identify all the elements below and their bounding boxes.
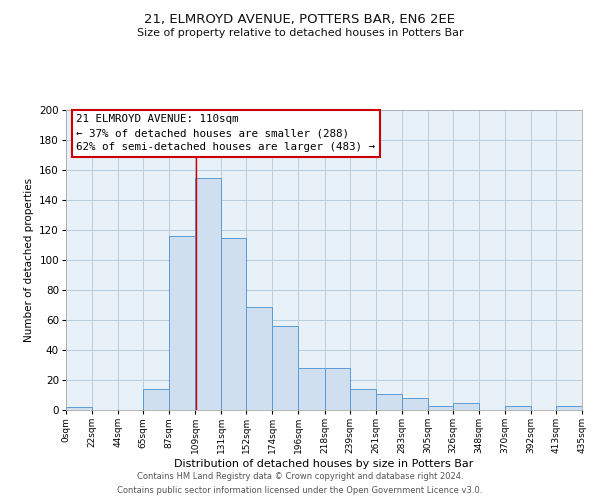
Text: 21, ELMROYD AVENUE, POTTERS BAR, EN6 2EE: 21, ELMROYD AVENUE, POTTERS BAR, EN6 2EE (145, 12, 455, 26)
Y-axis label: Number of detached properties: Number of detached properties (24, 178, 34, 342)
Bar (195, 178, 221, 410)
Bar (143, 389, 169, 410)
Bar (221, 238, 247, 410)
Text: Size of property relative to detached houses in Potters Bar: Size of property relative to detached ho… (137, 28, 463, 38)
Text: 21 ELMROYD AVENUE: 110sqm
← 37% of detached houses are smaller (288)
62% of semi: 21 ELMROYD AVENUE: 110sqm ← 37% of detac… (76, 114, 376, 152)
Bar (272, 326, 298, 410)
Bar (376, 394, 401, 410)
Bar (556, 406, 582, 410)
Bar (247, 306, 272, 410)
X-axis label: Distribution of detached houses by size in Potters Bar: Distribution of detached houses by size … (175, 459, 473, 469)
Text: Contains HM Land Registry data © Crown copyright and database right 2024.: Contains HM Land Registry data © Crown c… (137, 472, 463, 481)
Bar (66, 407, 92, 410)
Bar (428, 406, 453, 410)
Bar (350, 389, 376, 410)
Bar (298, 368, 325, 410)
Bar (505, 406, 531, 410)
Bar (325, 368, 350, 410)
Bar (453, 402, 479, 410)
Bar (401, 398, 428, 410)
Bar (169, 236, 195, 410)
Text: Contains public sector information licensed under the Open Government Licence v3: Contains public sector information licen… (118, 486, 482, 495)
